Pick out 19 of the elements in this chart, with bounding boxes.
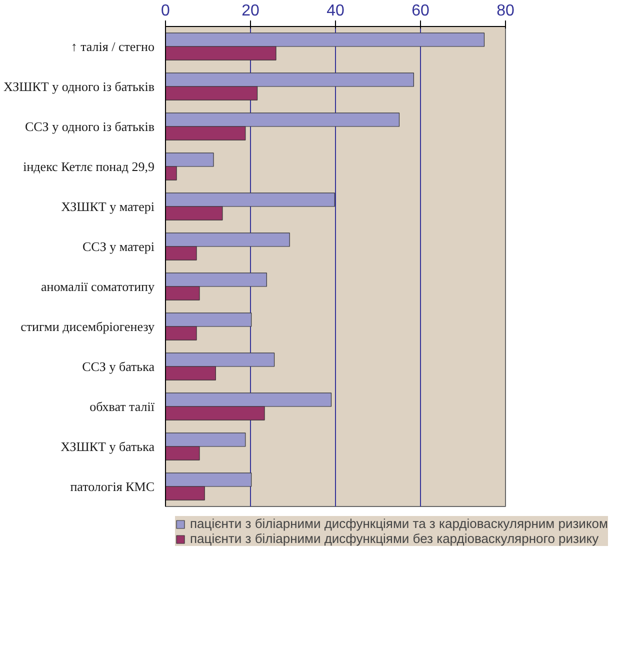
y-tick-label: ССЗ у матері [82, 239, 155, 254]
legend-label: пацієнти з біліарними дисфункціями та з кардіоваскулярним ризиком [190, 516, 608, 531]
y-tick-label: обхват талії [90, 399, 155, 414]
y-tick-label: індекс Кетлє понад 29,9 [23, 159, 155, 174]
y-tick-label: патологія КМС [70, 479, 155, 494]
y-tick-label: ССЗ у батька [82, 359, 155, 374]
x-tick-label: 80 [496, 2, 514, 20]
y-tick-label: ХЗШКТ у батька [60, 439, 155, 454]
y-tick-label: ССЗ у одного із батьків [24, 119, 154, 134]
y-tick-label: стигми дисембріогенезу [20, 319, 155, 334]
y-tick-label: ↑ талія / стегно [70, 39, 155, 54]
y-tick-label: ХЗШКТ у матері [61, 199, 155, 214]
x-tick-label: 0 [161, 2, 170, 20]
y-tick-label: ХЗШКТ у одного із батьків [4, 79, 155, 94]
x-tick-label: 20 [242, 2, 260, 20]
y-tick-label: аномалії соматотипу [41, 279, 155, 294]
x-tick-label: 60 [412, 2, 430, 20]
x-tick-label: 40 [326, 2, 344, 20]
legend-label: пацієнти з біліарними дисфункціями без кардіоваскулярного ризику [190, 531, 599, 546]
